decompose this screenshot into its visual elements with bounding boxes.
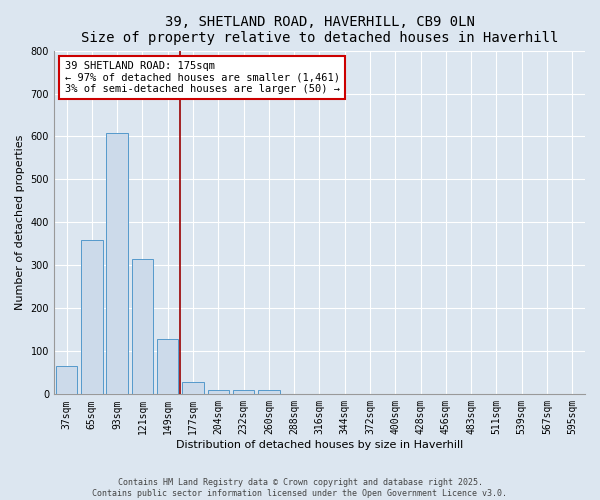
Y-axis label: Number of detached properties: Number of detached properties [15, 134, 25, 310]
Title: 39, SHETLAND ROAD, HAVERHILL, CB9 0LN
Size of property relative to detached hous: 39, SHETLAND ROAD, HAVERHILL, CB9 0LN Si… [81, 15, 558, 45]
Bar [81, 240, 103, 394]
Bar [233, 390, 254, 394]
Bar [258, 390, 280, 394]
Bar [131, 258, 153, 394]
Bar [208, 390, 229, 394]
Text: Contains HM Land Registry data © Crown copyright and database right 2025.
Contai: Contains HM Land Registry data © Crown c… [92, 478, 508, 498]
Bar [106, 133, 128, 394]
Bar [157, 340, 178, 394]
Bar [182, 382, 204, 394]
Text: 39 SHETLAND ROAD: 175sqm
← 97% of detached houses are smaller (1,461)
3% of semi: 39 SHETLAND ROAD: 175sqm ← 97% of detach… [65, 61, 340, 94]
Bar [56, 366, 77, 394]
X-axis label: Distribution of detached houses by size in Haverhill: Distribution of detached houses by size … [176, 440, 463, 450]
